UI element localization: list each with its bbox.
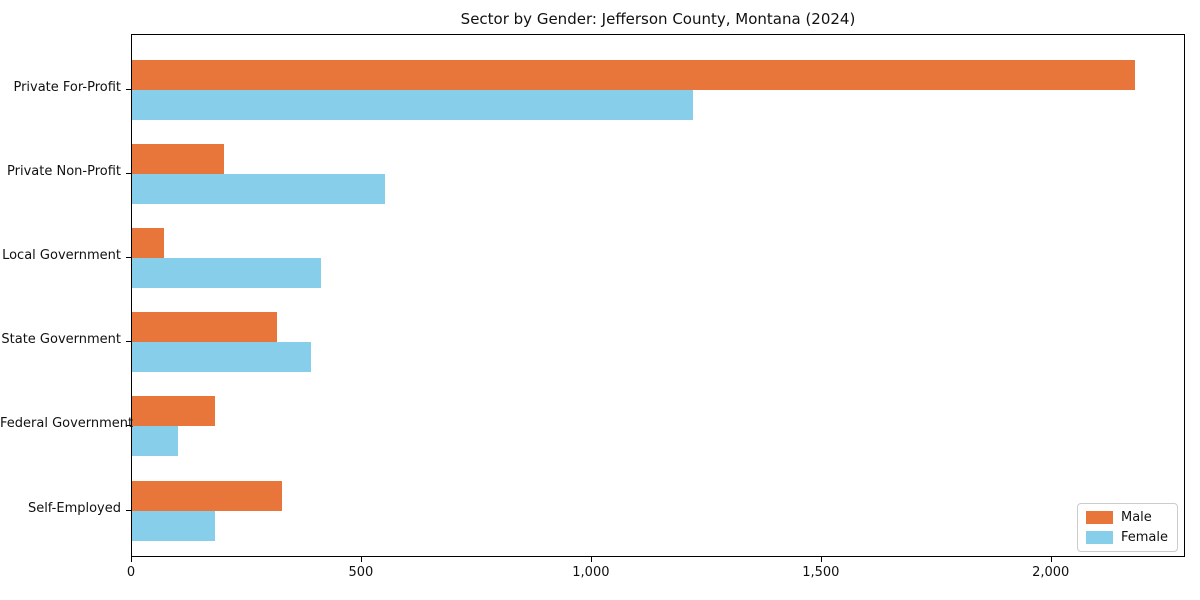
y-tick-label-local-government: Local Government [2, 247, 121, 263]
bar-male-self-employed [132, 480, 282, 511]
legend-swatch-male [1085, 511, 1113, 524]
bar-female-self-employed [132, 510, 215, 541]
bar-male-state-government [132, 312, 277, 343]
legend-swatch-female [1085, 531, 1113, 544]
y-tick-mark [126, 509, 131, 511]
y-tick-label-private-for-profit: Private For-Profit [13, 79, 121, 95]
legend-item-male: Male [1085, 510, 1168, 525]
y-tick-mark [126, 172, 131, 174]
bar-female-federal-government [132, 426, 178, 457]
legend-label-female: Female [1120, 530, 1168, 545]
chart-title: Sector by Gender: Jefferson County, Mont… [460, 10, 856, 28]
bar-female-state-government [132, 342, 312, 373]
y-tick-label-self-employed: Self-Employed [27, 500, 121, 516]
x-tick-label-1000: 1,000 [572, 565, 610, 580]
bar-female-private-for-profit [132, 89, 693, 120]
y-tick-mark [126, 88, 131, 90]
y-tick-mark [126, 341, 131, 343]
bar-female-private-non-profit [132, 173, 385, 204]
x-tick-label-1500: 1,500 [802, 565, 840, 580]
x-tick-mark [820, 557, 822, 562]
legend-label-male: Male [1120, 510, 1152, 525]
bar-male-private-non-profit [132, 143, 224, 174]
bar-male-local-government [132, 227, 165, 258]
y-tick-label-state-government: State Government [1, 332, 121, 348]
bar-female-local-government [132, 257, 321, 288]
y-tick-label-federal-government: Federal Government [0, 416, 134, 432]
legend-item-female: Female [1085, 530, 1168, 545]
y-tick-mark [126, 425, 131, 427]
x-tick-mark [1050, 557, 1052, 562]
bar-male-federal-government [132, 396, 215, 427]
y-tick-mark [126, 256, 131, 258]
plot-area: Male Female [131, 34, 1185, 557]
x-tick-mark [131, 557, 132, 562]
y-tick-label-private-non-profit: Private Non-Profit [7, 163, 121, 179]
x-tick-label-2000: 2,000 [1032, 565, 1070, 580]
bar-male-private-for-profit [132, 59, 1135, 90]
x-tick-mark [360, 557, 362, 562]
x-tick-label-500: 500 [348, 565, 374, 580]
x-tick-mark [590, 557, 592, 562]
legend: Male Female [1076, 503, 1178, 552]
x-tick-label-0: 0 [126, 565, 136, 580]
